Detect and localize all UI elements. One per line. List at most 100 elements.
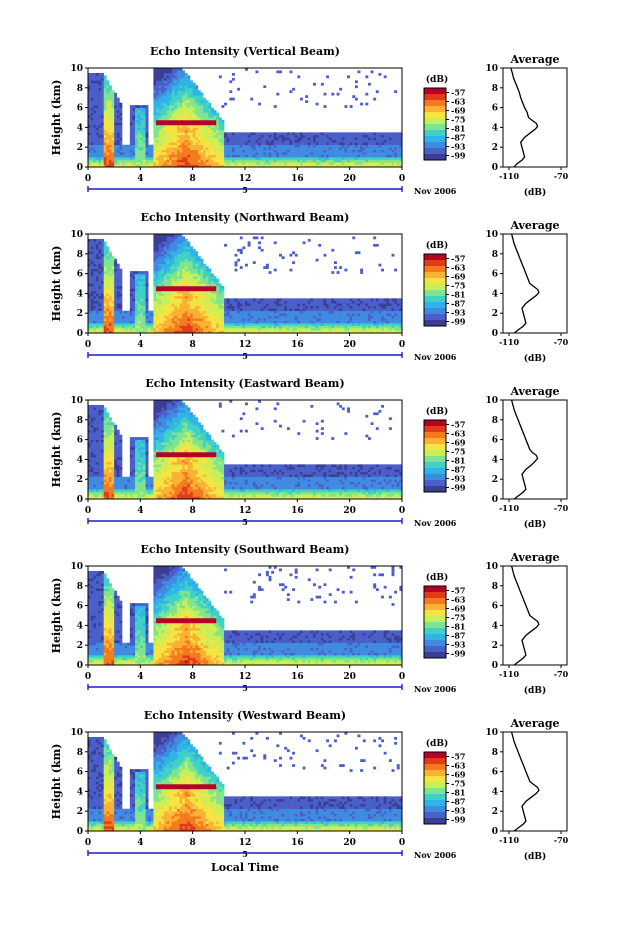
heatmap-cell [276,298,280,302]
heatmap-cell [258,241,261,245]
heatmap-cell [114,129,118,133]
heatmap-cell [163,92,167,96]
heatmap-cell [187,75,191,79]
heatmap-cell [169,164,173,168]
heatmap-cell [111,330,115,334]
heatmap-cell [203,149,207,153]
heatmap-cell [195,256,199,260]
heatmap-cell [90,97,94,101]
heatmap-cell [161,85,165,89]
heatmap-cell [119,142,123,146]
heatmap-cell [292,137,296,141]
heatmap-cell [163,238,167,242]
heatmap-cell [179,110,183,113]
heatmap-cell [179,283,183,287]
heatmap-cell [394,152,398,155]
heatmap-cell [307,320,311,324]
heatmap-cell [200,127,204,131]
heatmap-cell [370,152,374,155]
heatmap-cell [192,261,196,264]
heatmap-cell [263,149,267,153]
heatmap-cell [284,305,288,309]
heatmap-cell [281,320,285,324]
heatmap-cell [135,323,139,326]
heatmap-cell [145,325,149,329]
heatmap-cell [171,100,175,103]
heatmap-cell [156,248,159,252]
heatmap-cell [142,323,146,326]
heatmap-cell [95,330,99,334]
heatmap-cell [237,159,241,163]
heatmap-cell [299,147,303,150]
heatmap-cell [205,142,209,146]
heatmap-cell [245,162,248,165]
heatmap-cell [169,288,173,292]
heatmap-cell [187,295,191,299]
heatmap-cell [187,124,191,128]
heatmap-cell [200,325,204,329]
heatmap-cell [116,149,120,153]
heatmap-cell [150,152,154,155]
heatmap-cell [116,119,120,123]
heatmap-cell [331,134,335,138]
heatmap-cell [142,147,146,150]
heatmap-cell [98,127,102,131]
heatmap-cell [129,281,133,284]
heatmap-cell [163,87,167,91]
heatmap-cell [114,102,118,106]
heatmap-cell [176,238,180,242]
heatmap-cell [354,137,358,141]
heatmap-cell [245,313,248,316]
heatmap-cell [284,164,288,168]
heatmap-cell [265,132,269,136]
heatmap-cell [336,159,340,163]
heatmap-cell [137,320,141,324]
heatmap-cell [142,290,146,294]
heatmap-cell [247,323,251,326]
heatmap-cell [179,298,183,302]
heatmap-cell [93,330,97,334]
heatmap-cell [169,90,173,94]
heatmap-cell [176,278,180,282]
heatmap-cell [163,266,167,269]
heatmap-cell [88,281,91,284]
heatmap-cell [129,283,133,287]
heatmap-cell [349,303,353,307]
heatmap-cell [294,313,298,316]
heatmap-cell [203,110,207,113]
heatmap-cell [132,300,136,304]
heatmap-cell [305,328,309,331]
heatmap-cell [88,92,91,96]
heatmap-cell [224,298,227,302]
heatmap-cell [339,308,343,312]
heatmap-cell [129,134,133,138]
heatmap-cell [101,288,104,292]
heatmap-cell [203,127,207,131]
heatmap-cell [208,295,212,299]
heatmap-cell [352,139,356,143]
heatmap-cell [347,300,350,304]
heatmap-cell [166,117,170,121]
heatmap-cell [101,266,104,269]
heatmap-cell [388,144,392,148]
heatmap-cell [156,238,159,242]
heatmap-cell [208,323,212,326]
heatmap-cell [108,283,112,287]
heatmap-cell [176,315,180,319]
heatmap-cell [95,300,99,304]
heatmap-cell [292,157,296,160]
heatmap-cell [323,315,327,319]
heatmap-cell [213,122,217,126]
heatmap-cell [255,298,259,302]
heatmap-cell [184,102,188,106]
heatmap-cell [135,288,139,292]
heatmap-cell [106,288,110,292]
heatmap-cell [95,102,99,106]
heatmap-cell [263,313,267,316]
heatmap-cell [260,149,264,153]
heatmap-cell [252,320,256,324]
heatmap-cell [156,154,159,158]
heatmap-cell [158,82,162,86]
heatmap-cell [140,290,144,294]
heatmap-cell [190,82,193,86]
